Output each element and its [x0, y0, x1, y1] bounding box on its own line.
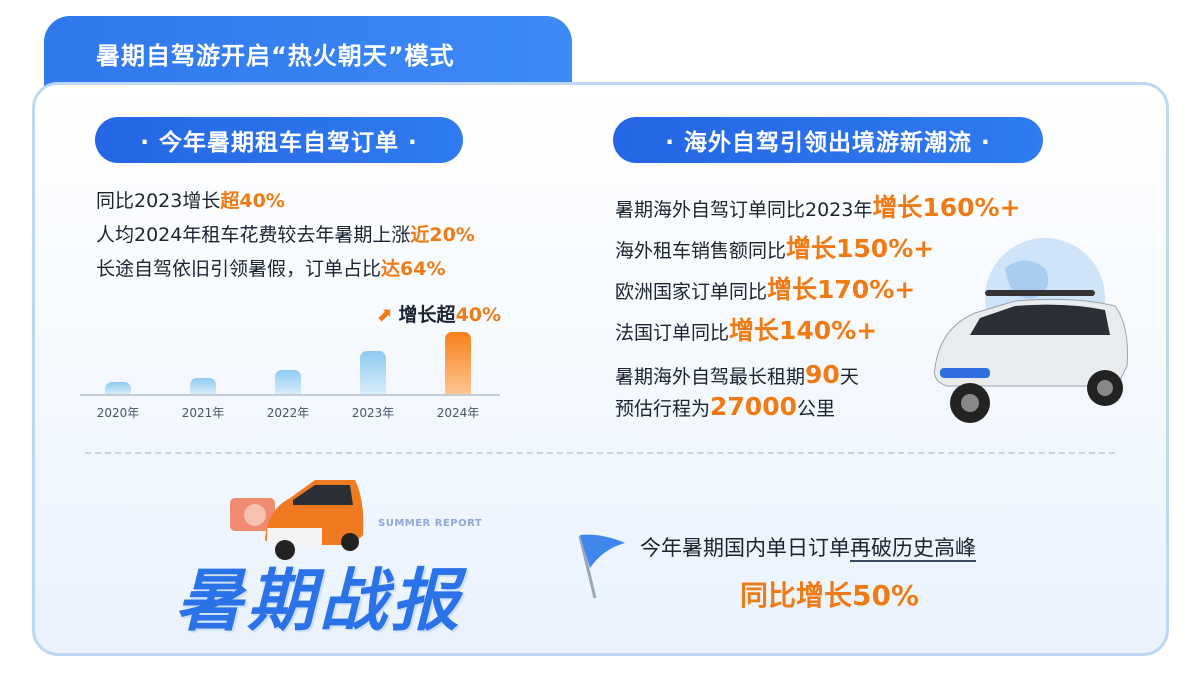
bar-2023年: [360, 351, 386, 394]
x-tick-label: 2023年: [351, 406, 395, 420]
chart-baseline: [80, 394, 500, 396]
right-line: 海外租车销售额同比增长150%+: [615, 234, 935, 263]
growth-highlight: 同比增长50%: [740, 579, 920, 612]
bar-2021年: [190, 377, 216, 394]
car-icon: [265, 480, 364, 560]
bar-2024年: [445, 332, 471, 394]
car-camera-illustration: [230, 480, 364, 560]
arrow-up-icon: ⬈: [376, 304, 392, 326]
x-tick-label: 2022年: [266, 406, 310, 420]
x-tick-label: 2020年: [96, 406, 140, 420]
bar-2022年: [275, 370, 301, 394]
flag-icon: [578, 534, 625, 599]
section-divider: [85, 452, 1115, 454]
x-tick-label: 2021年: [181, 406, 225, 420]
left-line: 长途自驾依旧引领暑假，订单占比达64%: [96, 258, 446, 280]
distance-line: 预估行程为27000公里: [615, 392, 836, 421]
car-icon: [934, 290, 1128, 423]
right-line: 欧洲国家订单同比增长170%+: [615, 275, 916, 304]
right-line: 法国订单同比增长140%+: [615, 316, 878, 345]
left-line: 人均2024年租车花费较去年暑期上涨近20%: [96, 224, 475, 246]
header-tab: 暑期自驾游开启“热火朝天”模式: [44, 16, 572, 90]
logo-subtitle: SUMMER REPORT: [378, 518, 483, 529]
record-line: 今年暑期国内单日订单再破历史高峰: [640, 536, 976, 562]
page-title: 暑期自驾游开启“热火朝天”模式: [96, 42, 455, 70]
right-line: 暑期海外自驾订单同比2023年增长160%+: [615, 193, 1021, 222]
bar-2020年: [105, 381, 131, 394]
rental-line: 暑期海外自驾最长租期90天: [615, 360, 859, 389]
right-section-pill: · 海外自驾引领出境游新潮流 ·: [613, 117, 1043, 163]
left-line: 同比2023增长超40%: [96, 190, 285, 212]
x-tick-label: 2024年: [436, 406, 480, 420]
globe-car-illustration: [934, 238, 1128, 423]
chart-annotation: ⬈ 增长超40%: [376, 304, 502, 326]
left-section-pill: · 今年暑期租车自驾订单 ·: [95, 117, 463, 163]
summer-report-logo: 暑期战报: [175, 561, 464, 641]
